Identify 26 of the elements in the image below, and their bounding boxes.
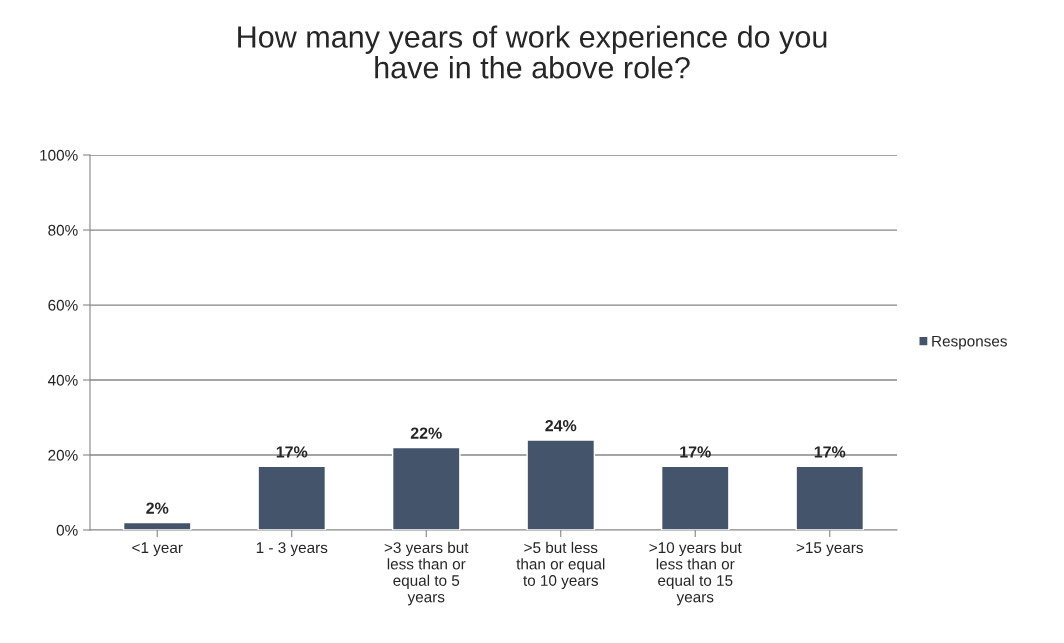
legend-label: Responses [932, 335, 1007, 350]
data-label: 2% [146, 502, 169, 514]
data-label: 24% [545, 419, 577, 432]
bar [526, 439, 596, 530]
x-tick-label: >15 years [796, 542, 863, 557]
chart-title: How many years of work experience do you have in the above role? [238, 25, 827, 79]
y-tick-label: 0% [56, 524, 78, 536]
x-tick-label: <1 year [132, 542, 183, 557]
y-tick-label: 100% [40, 149, 78, 161]
x-tick-label: >3 years but less than or equal to 5 years [384, 541, 469, 606]
data-label: 22% [410, 427, 442, 439]
y-tick-label: 80% [48, 224, 78, 236]
y-tick-label: 20% [48, 449, 78, 461]
bar [795, 465, 865, 530]
y-tick-label: 40% [47, 374, 78, 386]
data-label: 17% [276, 446, 308, 458]
data-label: 17% [814, 446, 846, 458]
y-tick-label: 60% [48, 299, 78, 311]
data-label: 17% [680, 446, 711, 458]
x-tick-label: >10 years but less than or equal to 15 years [649, 541, 742, 606]
bar [660, 465, 730, 530]
x-tick-label: >5 but less than or equal to 10 years [516, 541, 605, 589]
x-tick-label: 1 - 3 years [256, 542, 328, 557]
bar [122, 521, 192, 530]
bar [391, 446, 461, 530]
bar [257, 465, 327, 530]
